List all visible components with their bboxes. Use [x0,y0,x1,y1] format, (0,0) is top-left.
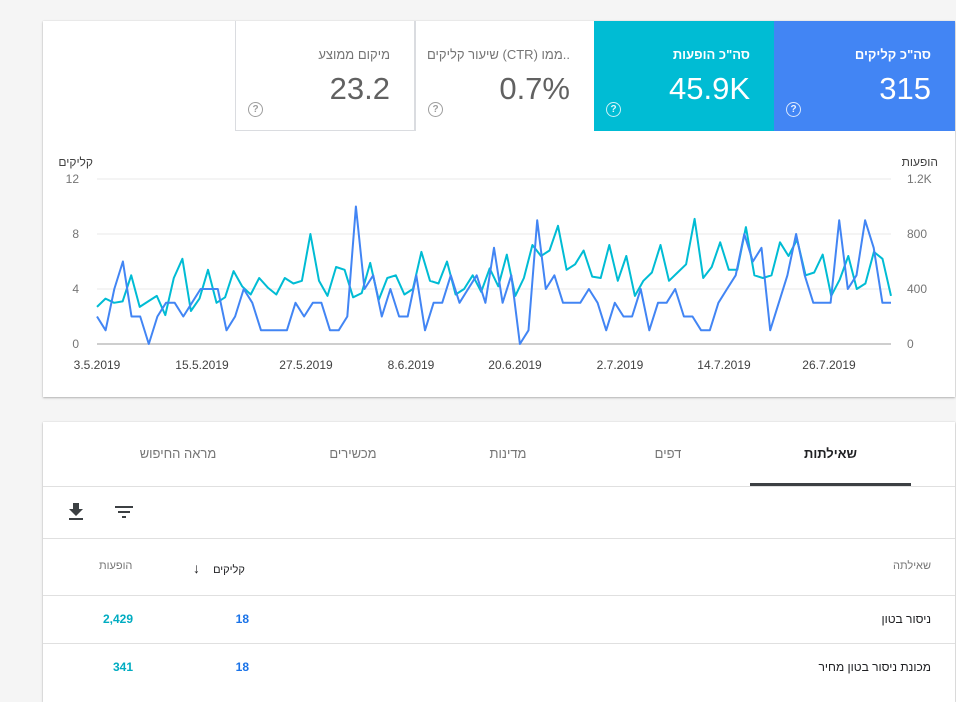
x-tick-label: 8.6.2019 [388,358,435,372]
performance-chart: 12 1.2K 8 800 4 400 0 0 קליקים הופעות 3.5.2019 15.5… [58,155,938,372]
y-right-axis-label: הופעות [902,155,938,169]
y-right-tick-label: 0 [907,337,914,351]
active-tab-indicator [750,483,911,486]
y-right-tick-label: 800 [907,227,927,241]
clicks-cell: 18 [235,660,249,674]
y-right-tick-label: 400 [907,282,927,296]
download-icon[interactable] [64,500,88,524]
queries-table-card: שאילתות דפים מדינות מכשירים מראה החיפוש … [43,422,955,702]
impressions-column-header[interactable]: הופעות [99,560,133,572]
divider [43,538,955,539]
help-icon[interactable]: ? [606,102,621,117]
clicks-series-line [96,205,891,345]
y-left-tick-label: 8 [72,227,79,241]
impressions-cell: 2,429 [102,612,133,626]
tab-pages[interactable]: דפים [654,446,682,461]
x-tick-label: 26.7.2019 [802,358,856,372]
average-position-label: מיקום ממוצע [318,47,390,62]
query-column-header[interactable]: שאילתה [893,560,931,572]
clicks-column-header[interactable]: ↓ קליקים [193,560,245,576]
total-clicks-label: סה"כ קליקים [854,47,931,62]
help-icon[interactable]: ? [248,102,263,117]
total-clicks-value: 315 [879,71,931,106]
total-impressions-label: סה"כ הופעות [672,47,750,62]
x-tick-label: 2.7.2019 [597,358,644,372]
y-left-axis-label: קליקים [58,155,93,169]
x-tick-label: 15.5.2019 [175,358,229,372]
total-impressions-value: 45.9K [668,71,750,106]
divider [43,486,955,487]
help-icon[interactable]: ? [786,102,801,117]
divider [43,643,955,644]
query-cell[interactable]: מכונת ניסור בטון מחיר [818,660,931,674]
total-clicks-metric[interactable]: סה"כ קליקים 315 ? [774,21,955,131]
tab-devices[interactable]: מכשירים [329,446,377,461]
y-left-tick-label: 4 [72,282,79,296]
sort-arrow-icon: ↓ [193,560,200,576]
performance-card: סה"כ קליקים 315 ? סה"כ הופעות 45.9K ? שי… [43,21,955,397]
impressions-series-line [96,217,892,317]
x-tick-label: 14.7.2019 [697,358,751,372]
y-right-tick-label: 1.2K [907,172,932,186]
average-ctr-label: שיעור קליקים (CTR) ממו.. [427,47,570,62]
impressions-cell: 341 [112,660,133,674]
clicks-header-label: קליקים [213,564,245,576]
total-impressions-metric[interactable]: סה"כ הופעות 45.9K ? [594,21,774,131]
tab-queries[interactable]: שאילתות [803,446,857,461]
average-position-value: 23.2 [329,71,390,106]
query-cell[interactable]: ניסור בטון [881,612,931,626]
help-icon[interactable]: ? [428,102,443,117]
tab-countries[interactable]: מדינות [489,446,527,461]
average-position-metric[interactable]: מיקום ממוצע 23.2 ? [235,21,415,131]
x-tick-label: 27.5.2019 [279,358,333,372]
divider [43,595,955,596]
x-tick-label: 3.5.2019 [74,358,121,372]
y-left-tick-label: 12 [66,172,80,186]
filter-icon[interactable] [112,500,136,524]
average-ctr-metric[interactable]: שיעור קליקים (CTR) ממו.. 0.7% ? [415,21,594,131]
tab-search-appearance[interactable]: מראה החיפוש [139,446,217,461]
average-ctr-value: 0.7% [499,71,570,106]
clicks-cell: 18 [235,612,249,626]
x-tick-label: 20.6.2019 [488,358,542,372]
y-left-tick-label: 0 [72,337,79,351]
